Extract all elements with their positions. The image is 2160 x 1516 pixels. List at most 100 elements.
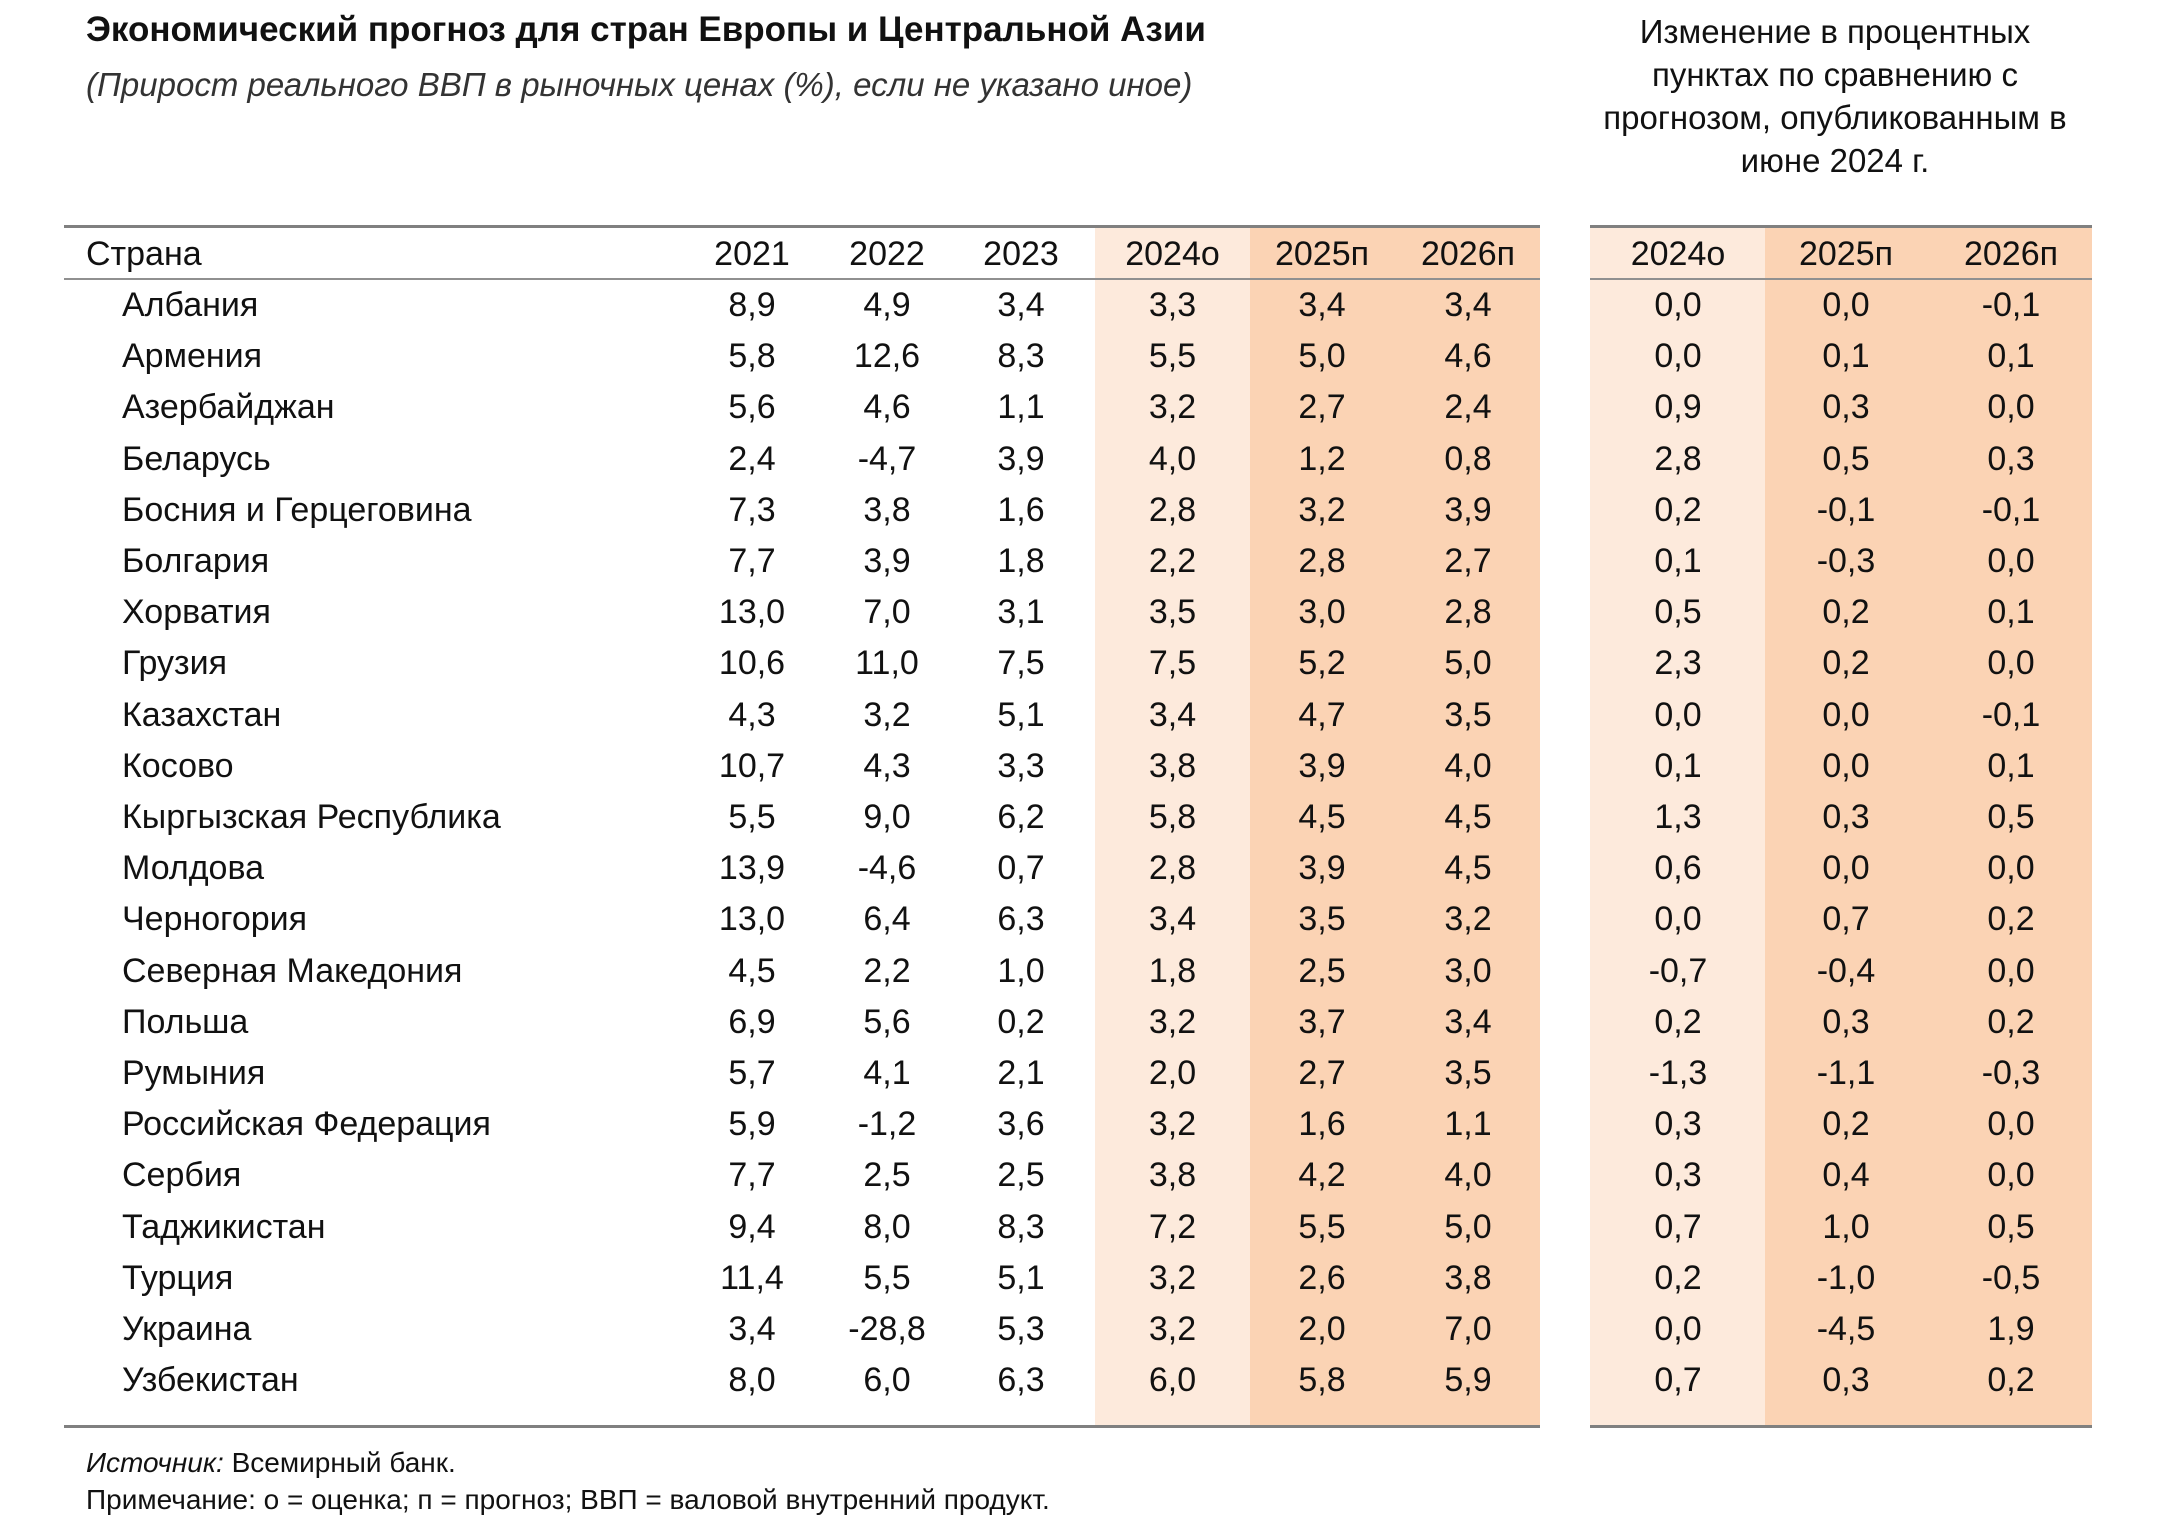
growth-value-2021: 4,5 bbox=[728, 951, 776, 990]
growth-value-2025п: 4,5 bbox=[1298, 798, 1346, 836]
country-name: Узбекистан bbox=[122, 1361, 299, 1400]
growth-value-2026п: 3,2 bbox=[1444, 900, 1492, 939]
table-row: Узбекистан 8,0 6,0 6,3 6,0 5,8 5,9 0,7 0,3 0,2 bbox=[0, 1355, 2160, 1405]
country-name: Молдова bbox=[122, 849, 265, 888]
header-rule-right bbox=[1590, 278, 2092, 280]
change-value-2026п: -0,1 bbox=[1981, 490, 2041, 529]
table-row: Северная Македония 4,5 2,2 1,0 1,8 2,5 3,0 -0,7… bbox=[0, 946, 2160, 996]
country-name: Хорватия bbox=[122, 593, 271, 632]
year-header-2021: 2021 bbox=[714, 235, 790, 273]
growth-value-2021: 7,7 bbox=[728, 542, 776, 580]
country-name: Турция bbox=[122, 1258, 234, 1297]
change-value-2024о: 0,0 bbox=[1654, 337, 1702, 376]
change-header-2025: 2025п bbox=[1798, 235, 1894, 273]
change-value-2025п: -0,1 bbox=[1816, 490, 1876, 529]
growth-value-2021: 10,6 bbox=[718, 644, 786, 683]
source-value: Всемирный банк. bbox=[223, 1447, 456, 1478]
table-row: Армения 5,8 12,6 8,3 5,5 5,0 4,6 0,0 0,1 0,1 bbox=[0, 331, 2160, 381]
growth-value-2025п: 5,2 bbox=[1298, 644, 1346, 683]
growth-value-2022: 3,8 bbox=[863, 490, 911, 529]
growth-value-2025п: 3,2 bbox=[1298, 490, 1346, 529]
change-value-2025п: 0,4 bbox=[1822, 1156, 1870, 1195]
table-row: Казахстан 4,3 3,2 5,1 3,4 4,7 3,5 0,0 0,0 -0,1 bbox=[0, 690, 2160, 740]
bottom-rule-right bbox=[1590, 1425, 2092, 1428]
growth-value-2025п: 3,4 bbox=[1298, 286, 1346, 324]
growth-value-2025п: 1,6 bbox=[1298, 1105, 1346, 1144]
change-value-2024о: 0,9 bbox=[1654, 388, 1702, 427]
band-2024-estimate bbox=[1095, 226, 1250, 1426]
change-value-2026п: 0,1 bbox=[1987, 746, 2035, 785]
table-header: Страна 2021 2022 2023 2024о 2025п 2026п … bbox=[0, 228, 2160, 280]
change-value-2026п: 0,5 bbox=[1987, 798, 2035, 836]
growth-value-2026п: 4,5 bbox=[1444, 849, 1492, 888]
growth-value-2022: 5,5 bbox=[863, 1258, 911, 1297]
table-subtitle: (Прирост реального ВВП в рыночных ценах … bbox=[86, 66, 1193, 103]
change-value-2026п: 0,0 bbox=[1987, 1105, 2035, 1144]
growth-value-2024о: 3,2 bbox=[1148, 1310, 1197, 1348]
change-value-2024о: 0,7 bbox=[1654, 1207, 1702, 1246]
growth-value-2024о: 5,8 bbox=[1148, 798, 1197, 836]
growth-value-2024о: 2,2 bbox=[1148, 542, 1197, 580]
growth-value-2023: 5,1 bbox=[997, 1258, 1045, 1297]
change-value-2025п: 0,3 bbox=[1822, 388, 1870, 427]
growth-value-2024о: 2,8 bbox=[1148, 490, 1197, 529]
growth-value-2023: 8,3 bbox=[997, 337, 1045, 376]
change-value-2026п: 0,5 bbox=[1987, 1207, 2035, 1246]
growth-value-2026п: 5,0 bbox=[1444, 644, 1492, 683]
bottom-rule-left bbox=[64, 1425, 1540, 1428]
change-value-2025п: 0,3 bbox=[1822, 1002, 1870, 1041]
growth-value-2021: 7,3 bbox=[728, 490, 776, 529]
country-column-header: Страна bbox=[86, 235, 202, 273]
growth-value-2022: 3,9 bbox=[863, 542, 911, 580]
source-note: Источник: Всемирный банк. bbox=[86, 1447, 456, 1479]
growth-value-2021: 13,0 bbox=[718, 593, 786, 632]
change-value-2026п: -0,1 bbox=[1981, 695, 2041, 734]
growth-value-2023: 5,3 bbox=[997, 1310, 1045, 1348]
growth-value-2024о: 7,5 bbox=[1148, 644, 1197, 683]
growth-value-2023: 3,4 bbox=[997, 286, 1045, 324]
change-value-2025п: 0,7 bbox=[1822, 900, 1870, 939]
top-rule-left bbox=[64, 225, 1540, 228]
growth-value-2024о: 3,2 bbox=[1148, 388, 1197, 427]
table-row: Кыргызская Республика 5,5 9,0 6,2 5,8 4,5 4,5 1… bbox=[0, 792, 2160, 842]
growth-value-2024о: 3,2 bbox=[1148, 1105, 1197, 1144]
change-value-2025п: 0,0 bbox=[1822, 746, 1870, 785]
change-value-2025п: 0,0 bbox=[1822, 695, 1870, 734]
growth-value-2024о: 3,3 bbox=[1148, 286, 1197, 324]
growth-value-2024о: 4,0 bbox=[1148, 439, 1197, 478]
growth-value-2026п: 2,7 bbox=[1444, 542, 1492, 580]
change-value-2025п: -0,4 bbox=[1816, 951, 1876, 990]
growth-value-2025п: 4,7 bbox=[1298, 695, 1346, 734]
growth-value-2021: 10,7 bbox=[718, 746, 786, 785]
change-value-2024о: 0,2 bbox=[1654, 1258, 1702, 1297]
growth-value-2021: 4,3 bbox=[728, 695, 776, 734]
growth-value-2023: 1,0 bbox=[997, 951, 1045, 990]
growth-value-2022: 2,5 bbox=[863, 1156, 911, 1195]
change-value-2026п: 0,0 bbox=[1987, 1156, 2035, 1195]
growth-value-2021: 8,0 bbox=[728, 1361, 776, 1400]
legend-note: Примечание: о = оценка; п = прогноз; ВВП… bbox=[86, 1484, 1050, 1515]
growth-value-2025п: 3,0 bbox=[1298, 593, 1346, 632]
growth-value-2022: 4,3 bbox=[863, 746, 911, 785]
table-row: Румыния 5,7 4,1 2,1 2,0 2,7 3,5 -1,3 -1,1 -0,3 bbox=[0, 1048, 2160, 1098]
growth-value-2025п: 1,2 bbox=[1298, 439, 1346, 478]
growth-value-2022: 8,0 bbox=[863, 1207, 911, 1246]
growth-value-2023: 1,6 bbox=[997, 490, 1045, 529]
country-name: Казахстан bbox=[122, 695, 282, 734]
table-row: Хорватия 13,0 7,0 3,1 3,5 3,0 2,8 0,5 0,2 0,1 bbox=[0, 587, 2160, 637]
growth-value-2023: 2,1 bbox=[997, 1054, 1045, 1092]
change-value-2026п: -0,5 bbox=[1981, 1258, 2041, 1297]
growth-value-2026п: 5,0 bbox=[1444, 1207, 1492, 1246]
year-header-2024: 2024о bbox=[1125, 235, 1220, 273]
growth-value-2021: 7,7 bbox=[728, 1156, 776, 1195]
change-value-2024о: 0,0 bbox=[1654, 286, 1702, 324]
country-name: Беларусь bbox=[122, 439, 271, 478]
change-value-2025п: -0,3 bbox=[1816, 542, 1876, 580]
growth-value-2021: 9,4 bbox=[728, 1207, 776, 1246]
change-value-2026п: 0,0 bbox=[1987, 644, 2035, 683]
growth-value-2024о: 5,5 bbox=[1148, 337, 1197, 376]
header-rule-left bbox=[64, 278, 1540, 280]
growth-value-2026п: 0,8 bbox=[1444, 439, 1492, 478]
growth-value-2024о: 3,4 bbox=[1148, 695, 1197, 734]
table-title: Экономический прогноз для стран Европы и… bbox=[86, 10, 1206, 49]
